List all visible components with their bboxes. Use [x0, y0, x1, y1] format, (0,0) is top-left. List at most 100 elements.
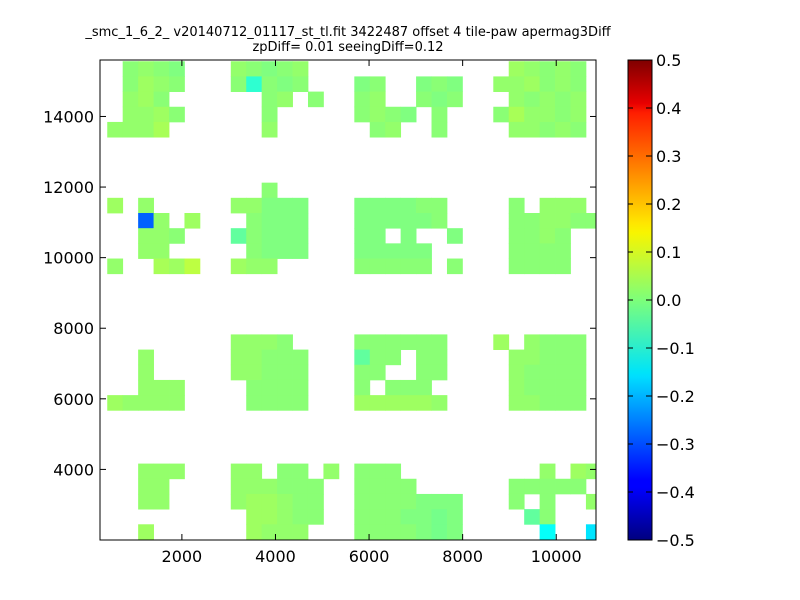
heatmap-cell: [354, 76, 371, 92]
heatmap-cell: [524, 76, 541, 92]
heatmap-cell: [385, 106, 402, 123]
heatmap-cell: [539, 349, 556, 366]
heatmap-cell: [369, 213, 386, 229]
heatmap-cell: [292, 395, 309, 411]
heatmap-cell: [307, 478, 324, 495]
heatmap-cell: [385, 524, 402, 540]
heatmap-cell: [385, 258, 402, 275]
heatmap-cell: [524, 395, 541, 411]
heatmap-cell: [246, 61, 263, 77]
heatmap-cell: [261, 524, 278, 540]
heatmap-cell: [261, 395, 278, 411]
heatmap-cell: [369, 493, 386, 510]
heatmap-cell: [369, 243, 386, 259]
heatmap-cell: [246, 76, 263, 92]
heatmap-cell: [354, 493, 371, 510]
heatmap-cell: [508, 61, 525, 77]
heatmap-cell: [539, 243, 556, 259]
heatmap-cell: [539, 509, 556, 525]
colorbar-tick-label: −0.2: [656, 387, 695, 406]
heatmap-cell: [169, 395, 185, 411]
heatmap-cell: [369, 91, 386, 108]
heatmap-cell: [555, 121, 571, 138]
heatmap-cell: [508, 91, 525, 108]
heatmap-cell: [369, 121, 386, 138]
heatmap-cell: [354, 91, 371, 108]
heatmap-cell: [524, 243, 541, 259]
heatmap-cell: [539, 121, 556, 138]
heatmap-cell: [292, 364, 309, 381]
heatmap-cell: [539, 395, 556, 411]
heatmap-cell: [385, 121, 402, 138]
heatmap-cell: [524, 106, 541, 123]
heatmap-cell: [292, 213, 309, 229]
heatmap-cell: [369, 478, 386, 495]
heatmap-cell: [292, 524, 309, 540]
colorbar-tick-label: −0.4: [656, 483, 695, 502]
heatmap-cell: [369, 197, 386, 214]
heatmap-cell: [369, 509, 386, 525]
heatmap-cell: [416, 349, 432, 366]
heatmap-cell: [555, 478, 571, 495]
heatmap-cell: [323, 463, 340, 480]
heatmap-cell: [277, 197, 293, 214]
heatmap-cell: [524, 213, 541, 229]
heatmap-cell: [431, 349, 448, 366]
heatmap-cell: [138, 463, 154, 480]
heatmap-cell: [153, 228, 170, 244]
heatmap-cell: [230, 349, 247, 366]
heatmap-cell: [508, 106, 525, 123]
heatmap-cell: [292, 493, 309, 510]
heatmap-cell: [416, 493, 432, 510]
heatmap-cell: [385, 197, 402, 214]
heatmap-cell: [246, 349, 263, 366]
heatmap-cell: [416, 243, 432, 259]
heatmap-cell: [539, 61, 556, 77]
heatmap-cell: [555, 197, 571, 214]
heatmap-cell: [385, 478, 402, 495]
heatmap-cell: [570, 76, 587, 92]
heatmap-cell: [539, 106, 556, 123]
heatmap-cell: [446, 524, 463, 540]
heatmap-cell: [153, 463, 170, 480]
y-tick-label: 10000: [43, 249, 94, 268]
heatmap-cell: [261, 197, 278, 214]
heatmap-cell: [153, 121, 170, 138]
x-tick-label: 2000: [162, 547, 203, 566]
heatmap-cell: [261, 61, 278, 77]
heatmap-cell: [508, 121, 525, 138]
heatmap-cell: [416, 379, 432, 396]
heatmap-cell: [524, 91, 541, 108]
heatmap-cell: [369, 349, 386, 366]
heatmap-cell: [539, 76, 556, 92]
heatmap-cell: [508, 76, 525, 92]
heatmap-cell: [493, 106, 510, 123]
heatmap-cell: [277, 493, 293, 510]
heatmap-cell: [138, 379, 154, 396]
x-tick-label: 10000: [531, 547, 582, 566]
y-tick-label: 14000: [43, 107, 94, 126]
heatmap-cell: [277, 524, 293, 540]
heatmap-cell: [508, 228, 525, 244]
heatmap-cell: [261, 228, 278, 244]
heatmap-cell: [354, 213, 371, 229]
heatmap-cell: [539, 364, 556, 381]
heatmap-cell: [416, 258, 432, 275]
heatmap-cell: [400, 379, 417, 396]
heatmap-cell: [493, 76, 510, 92]
heatmap-cell: [307, 91, 324, 108]
heatmap-cell: [385, 463, 402, 480]
heatmap-cell: [169, 258, 185, 275]
heatmap-cell: [539, 197, 556, 214]
heatmap-cell: [369, 463, 386, 480]
heatmap-cell: [431, 524, 448, 540]
heatmap-cell: [292, 243, 309, 259]
heatmap-cell: [524, 379, 541, 396]
heatmap-cell: [508, 395, 525, 411]
heatmap-cell: [277, 243, 293, 259]
heatmap-cell: [261, 379, 278, 396]
heatmap-cell: [508, 349, 525, 366]
heatmap-cell: [153, 106, 170, 123]
heatmap-cell: [107, 395, 124, 411]
